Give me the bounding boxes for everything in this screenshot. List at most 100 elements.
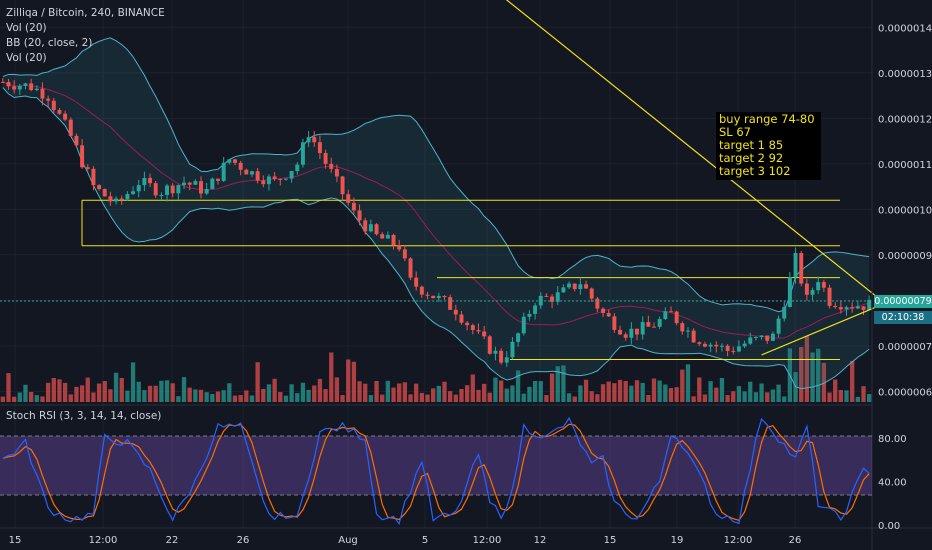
bb-fill [2,37,870,389]
candle-body [578,284,583,290]
trade-note[interactable]: buy range 74-80 SL 67 target 1 85 target… [716,112,821,180]
stoch-rsi-lines [2,416,870,526]
volume-bar [804,336,810,402]
volume-bar [45,382,51,402]
volume-bar [674,387,679,402]
volume-bar [742,391,747,402]
volume-bar [487,392,492,402]
candle-body [816,282,821,291]
candle-body [793,253,798,278]
volume-bar [470,374,475,402]
time-label: 22 [166,535,179,546]
volume-bar [861,386,866,402]
candle-body [850,307,855,309]
candle-body [210,178,215,189]
candle-body [385,234,390,239]
volume-bar [448,391,453,402]
volume-bar [589,391,594,402]
candle-body [227,159,232,163]
volume-bar [855,396,860,402]
volume-bar [85,377,90,402]
volume-bar [227,383,232,402]
candle-body [663,311,668,320]
candle-body [527,313,532,317]
candle-body [238,162,243,170]
time-axis[interactable]: 15 12:00 22 26 Aug 5 12:00 12 15 19 12:00 26 [9,535,802,546]
volume-bar [606,381,611,402]
candle-body [555,292,560,302]
candle-body [782,306,787,319]
volume-bar [351,361,357,402]
candle-body [0,81,5,83]
candle-body [765,335,770,341]
rsi-axis[interactable]: 80.00 40.00 0.00 [878,434,907,532]
candle-body [261,180,266,185]
time-label: 19 [671,535,684,546]
volume-bar [646,395,651,402]
volume-bar [255,362,260,402]
candle-body [640,322,645,335]
candle-body [861,306,866,310]
candle-body [431,295,436,299]
volume-bar [657,380,662,402]
candle-body [40,88,45,99]
volume-bar [436,385,441,402]
candle-body [17,85,22,90]
candle-body [176,185,181,194]
trendlines[interactable] [501,0,882,356]
volume-bar [6,373,11,402]
candle-body [12,86,17,90]
indicator-vol[interactable]: Vol (20) [6,22,47,34]
candle-body [725,345,730,351]
volume-bar [510,385,515,402]
volume-bar [532,380,538,402]
bb-upper [2,37,870,313]
rsi-title[interactable]: Stoch RSI (3, 3, 14, 14, close) [6,410,162,422]
candle-body [731,350,736,352]
candle-body [521,316,526,334]
candle-body [742,343,747,347]
candle-body [470,325,475,331]
candle-body [544,295,549,297]
candle-body [442,295,447,298]
volume-bar [210,394,215,402]
horizontal-levels[interactable] [81,199,840,360]
volume-bar [810,352,815,402]
candle-body [193,181,198,185]
volume-bar [731,391,736,402]
candle-body [249,171,254,175]
symbol-title[interactable]: Zilliqa / Bitcoin, 240, BINANCE [6,7,165,19]
candle-body [351,202,356,211]
volume-bar [125,390,130,402]
volume-bar [113,372,119,402]
volume-bar [23,384,28,402]
volume-bar [28,391,34,402]
volume-bar [40,396,45,402]
volume-bar [476,389,481,402]
candle-body [748,337,753,344]
volume-bar [680,369,685,402]
volume-bar [187,387,192,402]
volume-bar [464,385,470,402]
candle-body [329,163,334,169]
candle-body [204,188,209,194]
time-label: 12:00 [724,535,753,546]
indicator-bb[interactable]: BB (20, close, 2) [6,37,93,49]
volume-bar [397,383,402,402]
volume-bar [346,359,351,402]
volume-bar [266,384,272,402]
volume-bar [578,385,583,402]
candle-body [289,171,294,179]
candle-body [199,181,203,194]
candle-body [821,282,826,288]
indicator-vol-2[interactable]: Vol (20) [6,52,47,64]
candle-body [97,185,102,190]
time-label: Aug [338,535,358,546]
note-line: target 1 85 [719,138,784,152]
candle-body [867,299,872,310]
trendline [761,304,882,356]
